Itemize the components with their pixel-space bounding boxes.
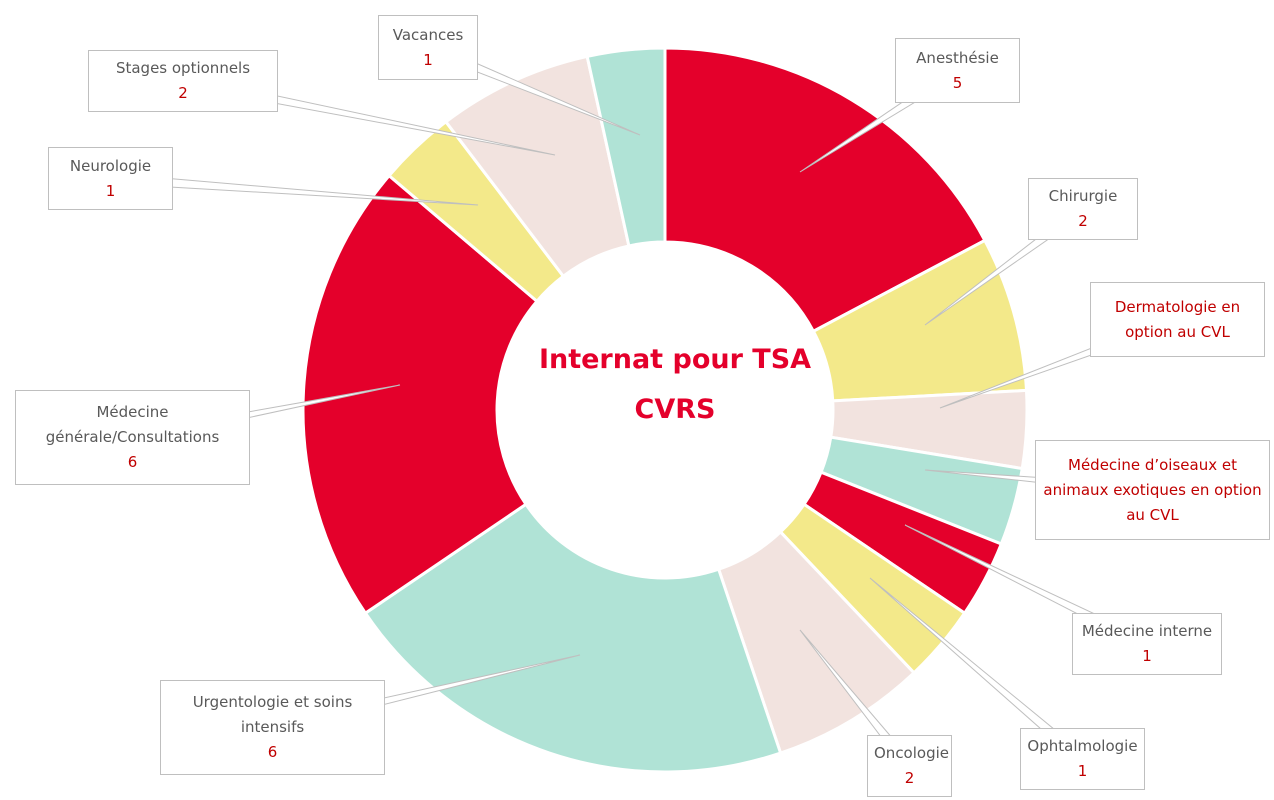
label-name: Neurologie: [69, 156, 152, 175]
data-label: Chirurgie 2: [1028, 178, 1138, 240]
data-label: Stages optionnels 2: [88, 50, 278, 112]
label-value: 1: [423, 50, 433, 69]
data-label: Anesthésie 5: [895, 38, 1020, 103]
label-name: Médecine générale/Consultations: [45, 403, 220, 446]
label-value: 2: [904, 769, 915, 787]
label-value: 6: [127, 453, 138, 471]
slice: [301, 173, 540, 616]
label-name: Ophtalmologie: [1027, 737, 1138, 755]
data-label: Dermatologie en option au CVL: [1090, 282, 1265, 357]
data-label: Médecine d’oiseaux et animaux exotiques …: [1035, 440, 1270, 540]
chart-title: Internat pour TSA CVRS: [538, 344, 812, 425]
label-name: Vacances: [392, 25, 464, 44]
slice: [363, 502, 783, 774]
label-name: Anesthésie: [916, 48, 999, 67]
data-label: Médecine interne 1: [1072, 613, 1222, 675]
label-value: 2: [1078, 212, 1088, 230]
label-value: 1: [105, 181, 116, 200]
label-name: Dermatologie en option au CVL: [1114, 297, 1241, 341]
label-name: Oncologie: [874, 744, 949, 762]
label-name: Chirurgie: [1048, 187, 1118, 205]
label-value: 6: [267, 743, 278, 761]
data-label: Urgentologie et soins intensifs 6: [160, 680, 385, 775]
label-name: Médecine d’oiseaux et animaux exotiques …: [1043, 455, 1262, 524]
data-label: Vacances 1: [378, 15, 478, 80]
data-label: Médecine générale/Consultations 6: [15, 390, 250, 485]
slice: [585, 46, 667, 248]
label-value: 1: [1142, 647, 1152, 665]
label-name: Stages optionnels: [115, 59, 251, 77]
data-label: Neurologie 1: [48, 147, 173, 210]
data-label: Oncologie 2: [867, 735, 952, 797]
label-name: Urgentologie et soins intensifs: [192, 693, 353, 736]
label-value: 2: [178, 84, 188, 102]
data-label: Ophtalmologie 1: [1020, 728, 1145, 790]
label-value: 1: [1077, 762, 1088, 780]
slice: [663, 46, 987, 334]
label-name: Médecine interne: [1081, 622, 1213, 640]
label-value: 5: [952, 73, 963, 92]
